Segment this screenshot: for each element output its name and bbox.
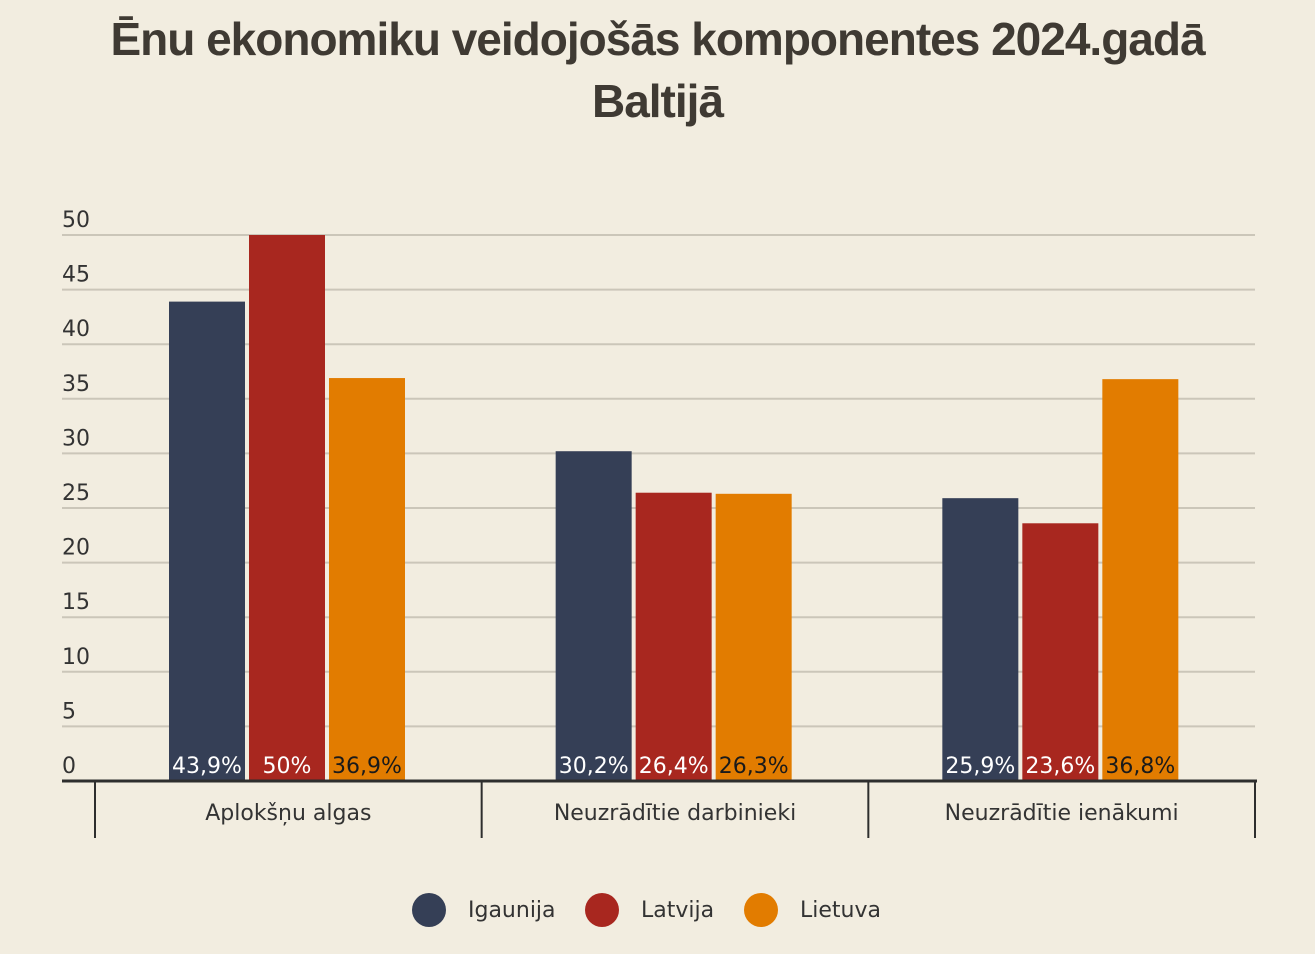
bar — [249, 235, 325, 781]
data-label: 25,9% — [945, 754, 1015, 779]
y-tick-label: 45 — [62, 263, 90, 288]
data-label: 50% — [263, 754, 312, 779]
data-label: 26,4% — [639, 754, 709, 779]
bar — [635, 492, 712, 781]
legend-item: Igaunija — [412, 890, 556, 930]
bar — [329, 378, 405, 781]
data-label: 36,9% — [332, 754, 402, 779]
y-tick-label: 40 — [62, 317, 90, 342]
data-label: 26,3% — [719, 754, 789, 779]
x-category-label: Neuzrādītie ienākumi — [945, 801, 1179, 826]
bar — [1102, 379, 1179, 781]
y-tick-label: 30 — [62, 426, 90, 451]
y-tick-label: 50 — [62, 208, 90, 233]
data-label: 30,2% — [559, 754, 629, 779]
y-tick-label: 0 — [62, 754, 76, 779]
x-category-label: Neuzrādītie darbinieki — [554, 801, 796, 826]
legend-label: Igaunija — [468, 897, 556, 923]
bar-plot: 0 5 10 15 20 25 30 35 40 45 50 43,9% 50% 36,9% Aplokšņ… — [62, 208, 1257, 838]
y-tick-label: 35 — [62, 372, 90, 397]
data-label: 23,6% — [1025, 754, 1095, 779]
legend-swatch — [744, 893, 778, 927]
x-category-label: Aplokšņu algas — [205, 801, 371, 826]
chart-title: Ēnu ekonomiku veidojošās komponentes 202… — [0, 8, 1315, 132]
chart-title-line-2: Baltijā — [591, 75, 724, 127]
y-tick-label: 15 — [62, 590, 90, 615]
y-tick-label: 25 — [62, 481, 90, 506]
bar — [169, 301, 245, 781]
legend: Igaunija Latvija Lietuva — [0, 890, 1315, 930]
legend-label: Lietuva — [800, 897, 881, 923]
y-tick-label: 5 — [62, 699, 76, 724]
data-label: 43,9% — [172, 754, 242, 779]
chart-title-line-1: Ēnu ekonomiku veidojošās komponentes 202… — [110, 13, 1205, 65]
data-label: 36,8% — [1105, 754, 1175, 779]
legend-item: Lietuva — [744, 890, 881, 930]
bar — [555, 451, 632, 781]
y-tick-label: 10 — [62, 645, 90, 670]
legend-item: Latvija — [585, 890, 714, 930]
bar — [715, 493, 792, 781]
legend-swatch — [412, 893, 446, 927]
legend-swatch — [585, 893, 619, 927]
y-tick-label: 20 — [62, 536, 90, 561]
legend-label: Latvija — [641, 897, 715, 923]
bar — [942, 498, 1019, 781]
bar — [1022, 523, 1099, 781]
